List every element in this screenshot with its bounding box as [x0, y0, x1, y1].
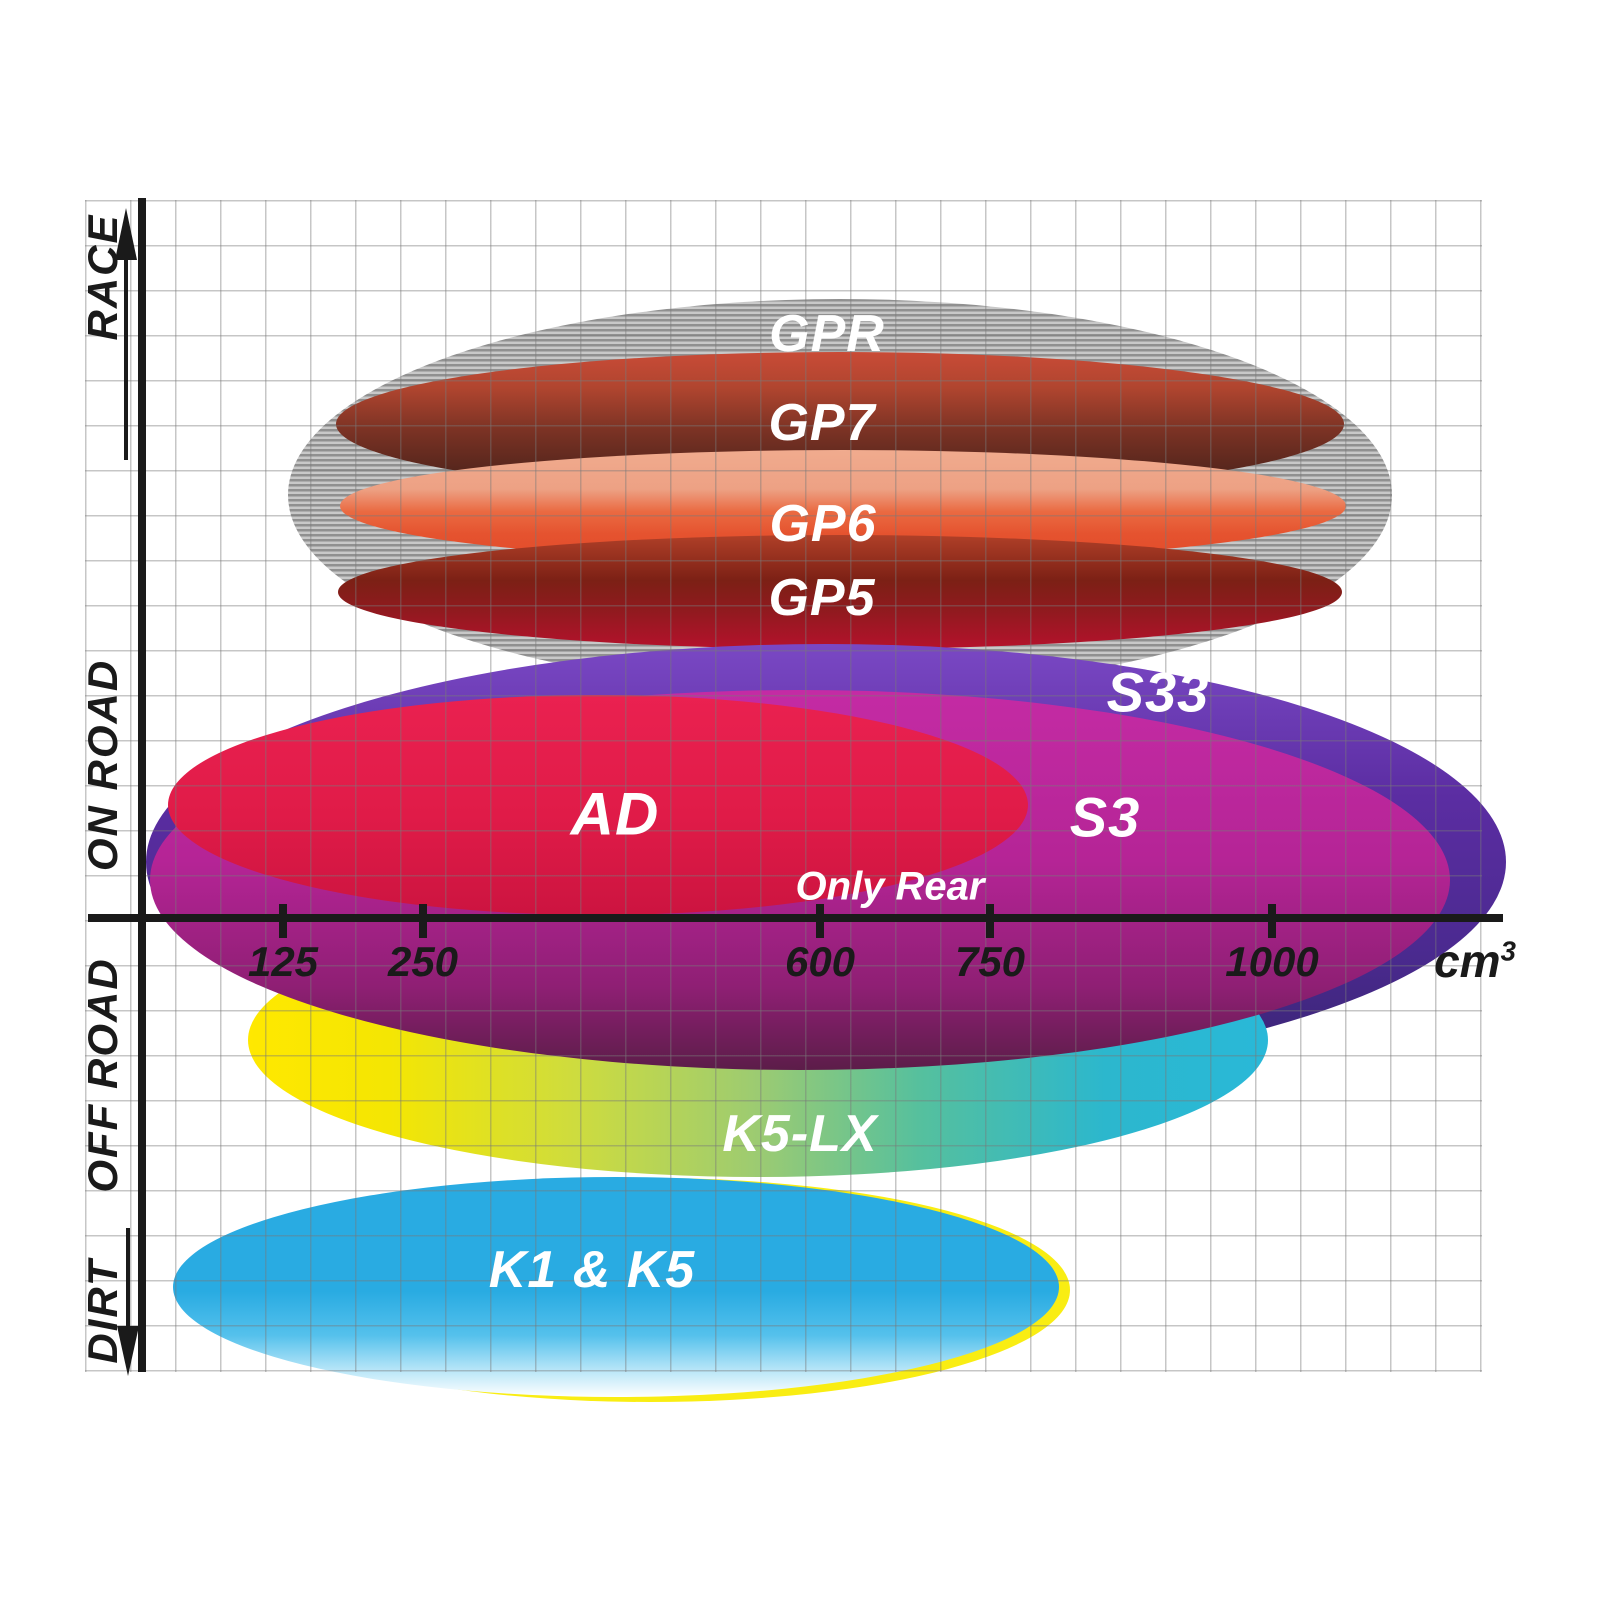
x-axis-line [88, 914, 1503, 922]
arrow-down-shaft [126, 1228, 130, 1332]
region-gp5-label: GP5 [768, 569, 876, 627]
arrow-down-icon [117, 1326, 139, 1376]
x-tick-750 [986, 904, 994, 938]
region-k5lx-label: K5-LX [722, 1105, 878, 1163]
x-tick-label-250: 250 [387, 938, 459, 985]
region-gp6-label: GP6 [769, 495, 877, 553]
arrow-up-shaft [124, 256, 128, 460]
x-tick-600 [816, 904, 824, 938]
region-s3-label: S3 [1069, 785, 1141, 849]
y-category-off-road: OFF ROAD [79, 957, 126, 1193]
region-gp5-ellipse [338, 535, 1342, 649]
arrow-up-icon [115, 208, 137, 260]
x-tick-1000 [1268, 904, 1276, 938]
region-ad-ellipse [168, 695, 1028, 915]
x-tick-125 [279, 904, 287, 938]
unit-text: cm [1434, 935, 1501, 987]
x-tick-label-600: 600 [784, 938, 856, 985]
unit-superscript: 3 [1500, 935, 1516, 967]
region-s33-label: S33 [1106, 660, 1210, 724]
x-tick-label-1000: 1000 [1225, 938, 1319, 985]
region-gpr-label: GPR [769, 305, 885, 363]
region-ad-label: AD [570, 780, 660, 848]
y-category-on-road: ON ROAD [79, 658, 126, 872]
x-tick-250 [419, 904, 427, 938]
region-k1k5-label: K1 & K5 [488, 1241, 696, 1299]
annotation-ad: Only Rear [795, 864, 985, 909]
y-axis-line [138, 198, 146, 1372]
region-gp7-label: GP7 [768, 394, 876, 452]
x-axis-unit-label: cm3 [1434, 934, 1516, 988]
region-k1k5-ellipse [173, 1177, 1059, 1397]
x-tick-label-125: 125 [247, 938, 319, 985]
x-tick-label-750: 750 [954, 938, 1026, 985]
